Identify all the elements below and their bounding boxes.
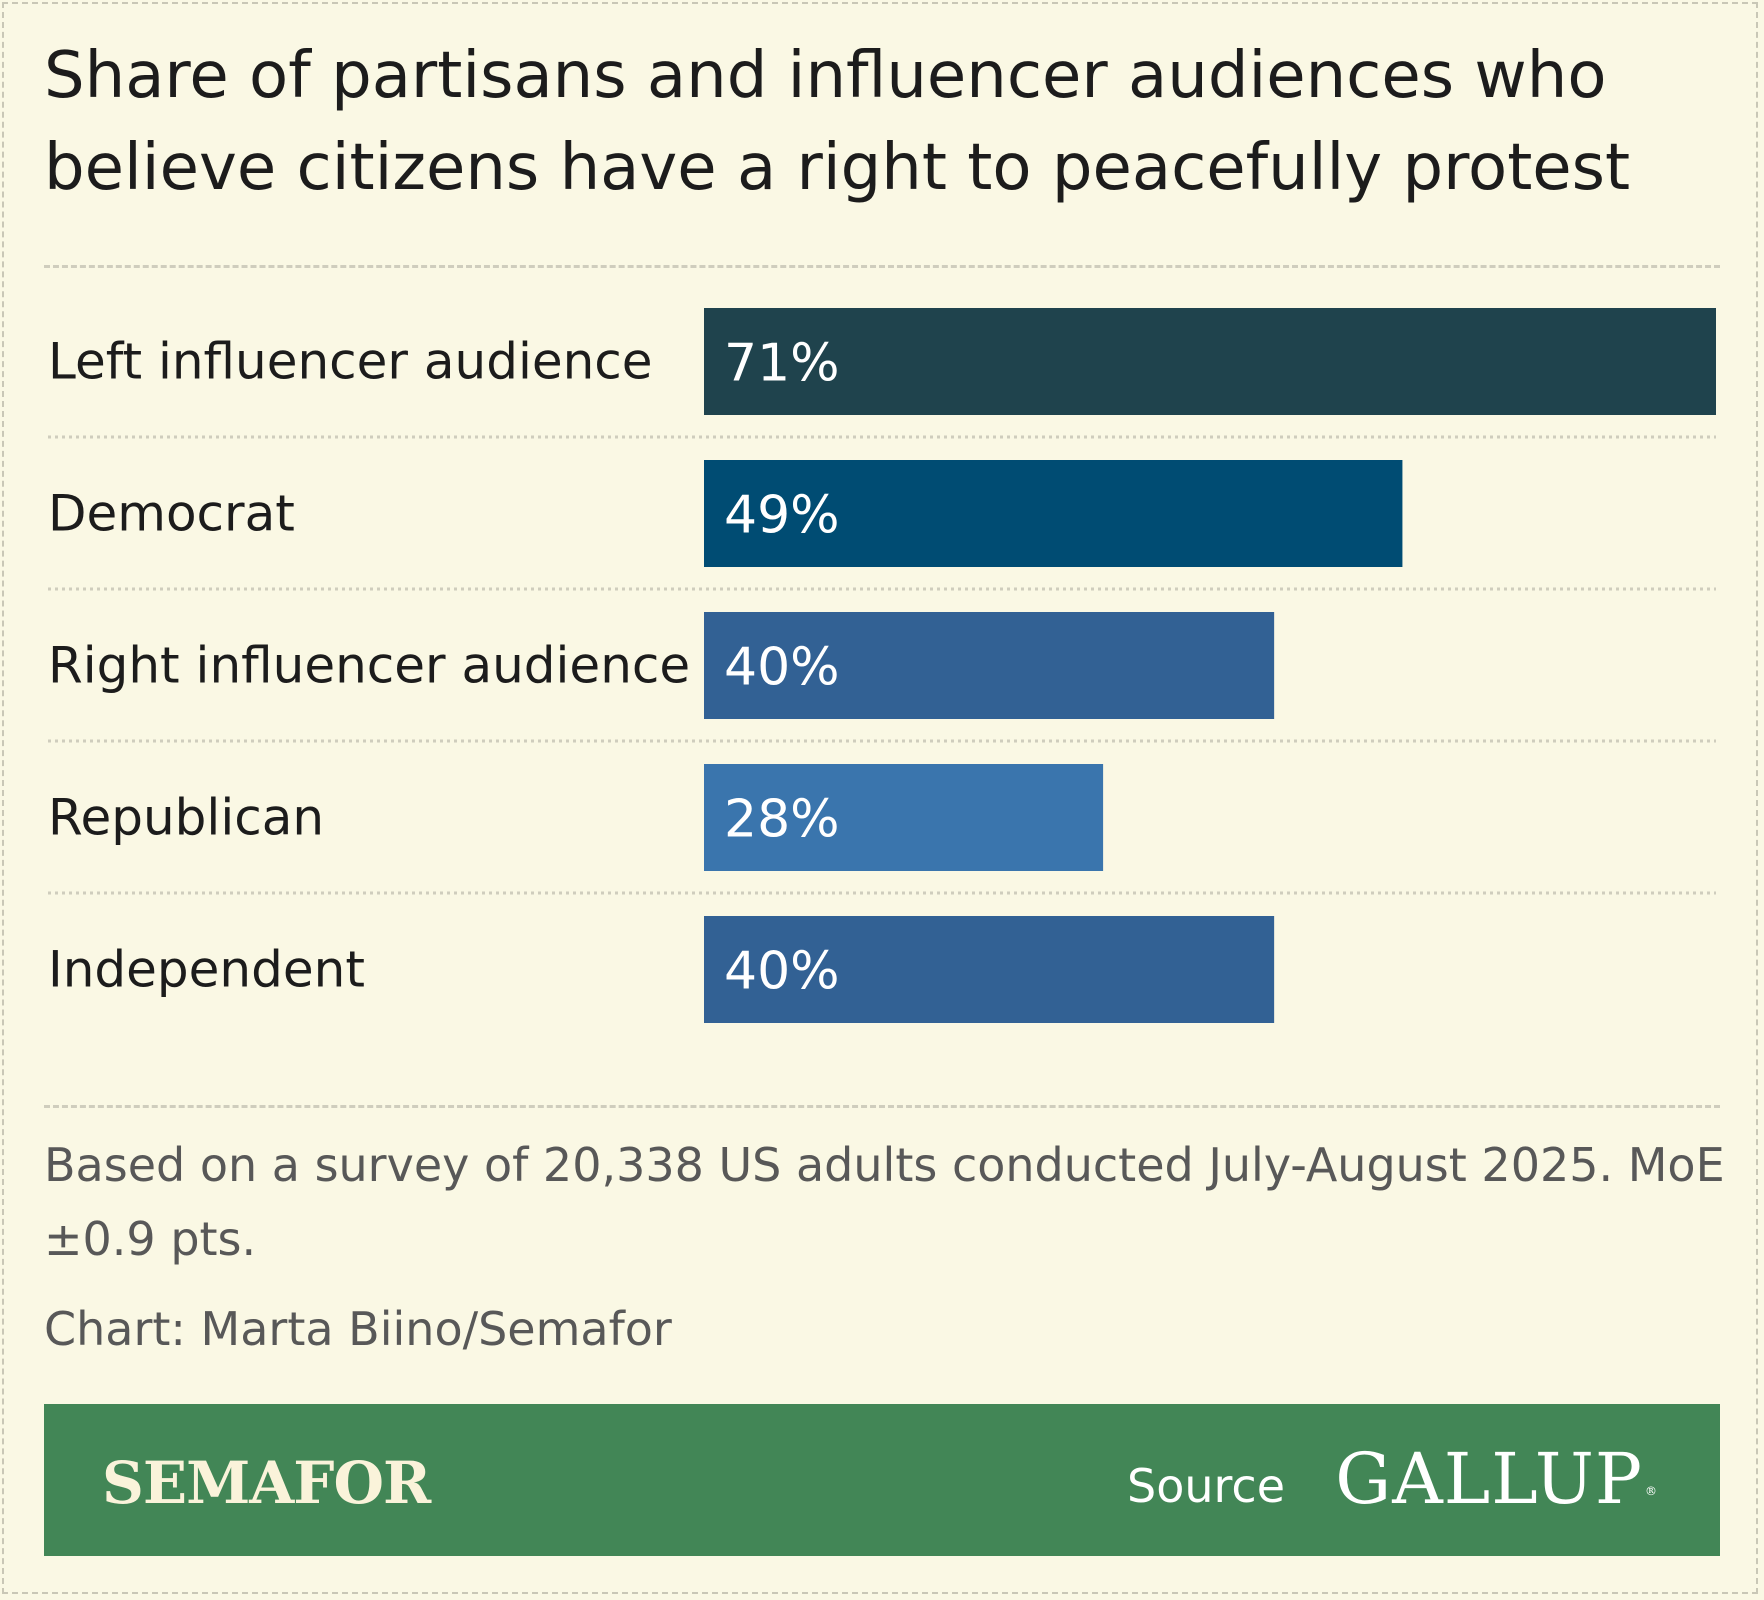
bar	[704, 612, 1275, 719]
bar	[704, 764, 1104, 871]
bar	[704, 308, 1716, 415]
footer-divider	[44, 1105, 1720, 1108]
brand-banner: SEMAFOR Source GALLUP ®	[44, 1404, 1720, 1556]
bar-value-label: 71%	[724, 334, 840, 394]
bar-value-label: 40%	[724, 638, 840, 698]
chart-title: Share of partisans and influencer audien…	[44, 39, 1631, 205]
category-label: Republican	[48, 789, 324, 847]
category-label: Right influencer audience	[48, 637, 690, 695]
gallup-logo-text: GALLUP	[1335, 1438, 1643, 1520]
bars-layer: Left influencer audience 71% Democrat 49% Ri…	[48, 308, 1716, 1023]
bar-value-label: 40%	[724, 942, 840, 1002]
chart-credit: Chart: Marta Biino/Semafor	[44, 1302, 672, 1356]
bar-value-label: 49%	[724, 486, 840, 546]
bar	[704, 916, 1275, 1023]
category-label: Left influencer audience	[48, 333, 653, 391]
registered-mark: ®	[1645, 1484, 1658, 1498]
bar	[704, 460, 1403, 567]
survey-footnote: Based on a survey of 20,338 US adults co…	[44, 1138, 1725, 1266]
category-label: Independent	[48, 941, 365, 999]
semafor-logo: SEMAFOR	[102, 1449, 431, 1517]
bar-value-label: 28%	[724, 790, 840, 850]
header-divider	[44, 265, 1720, 268]
source-label: Source	[1127, 1459, 1285, 1513]
category-label: Democrat	[48, 485, 295, 543]
gallup-logo: GALLUP ®	[1335, 1438, 1658, 1520]
